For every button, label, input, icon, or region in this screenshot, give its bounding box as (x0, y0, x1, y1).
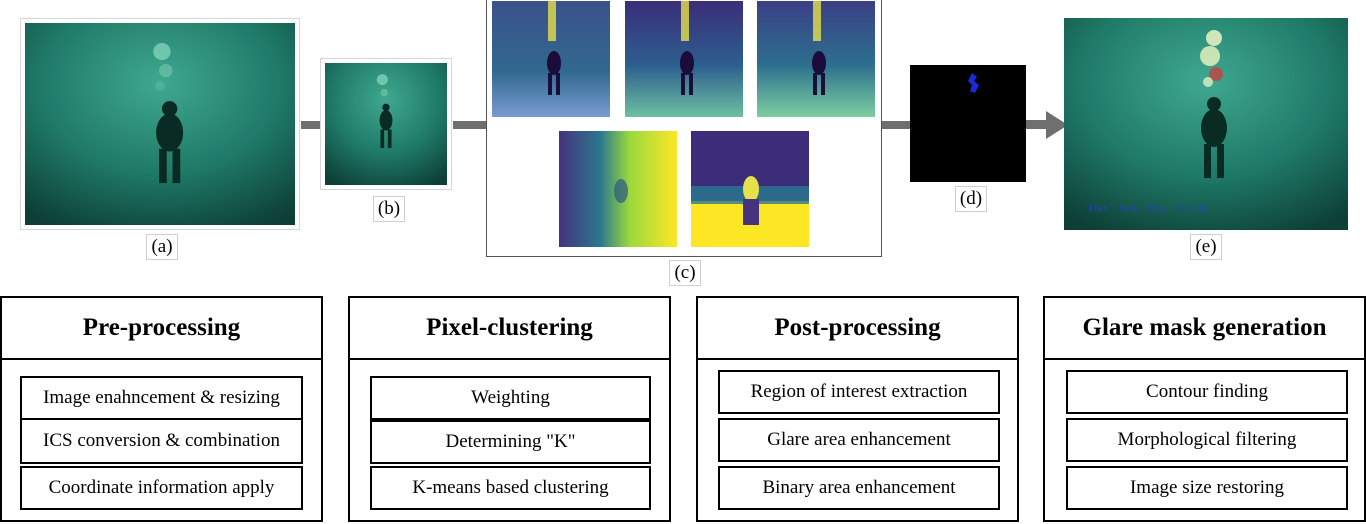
arrow-connector-b-c (453, 121, 486, 129)
step-box: Image enahncement & resizing (20, 376, 303, 420)
result-image-frame: Iter : N/A, Time : 28.29s (1064, 18, 1348, 230)
step-box: Binary area enhancement (718, 466, 1000, 510)
panel-title: Glare mask generation (1045, 298, 1364, 360)
step-box: Glare area enhancement (718, 418, 1000, 462)
caption-d: (d) (955, 186, 987, 212)
result-underwater-image (1064, 18, 1348, 230)
panel-pre-processing: Pre-processing Image enahncement & resiz… (0, 296, 323, 522)
step-box: Weighting (370, 376, 651, 420)
step-box: Contour finding (1066, 370, 1348, 414)
coordinate-channel-image (559, 131, 677, 247)
panel-glare-mask-generation: Glare mask generation Contour finding Mo… (1043, 296, 1366, 522)
step-box: K-means based clustering (370, 466, 651, 510)
arrow-head-icon (1046, 111, 1068, 139)
caption-a: (a) (146, 234, 178, 260)
resized-underwater-image (325, 63, 447, 185)
cluster-result-image (691, 131, 809, 247)
panel-title: Pixel-clustering (350, 298, 669, 360)
step-box: Region of interest extraction (718, 370, 1000, 414)
panel-title: Post-processing (698, 298, 1017, 360)
resized-image-frame (320, 58, 452, 190)
caption-e: (e) (1190, 234, 1222, 260)
original-image-frame (20, 18, 300, 230)
glare-mask-image (910, 65, 1026, 182)
step-box: ICS conversion & combination (20, 418, 303, 464)
channel-image-1 (492, 1, 610, 117)
step-box: Determining "K" (370, 420, 651, 464)
clustering-visualization-panel (486, 0, 882, 257)
channel-image-3 (757, 1, 875, 117)
panel-title: Pre-processing (2, 298, 321, 360)
channel-image-2 (625, 1, 743, 117)
original-underwater-image (25, 23, 295, 225)
step-box: Morphological filtering (1066, 418, 1348, 462)
step-box: Image size restoring (1066, 466, 1348, 510)
mask-blob (968, 73, 979, 93)
result-overlay-text: Iter : N/A, Time : 28.29s (1088, 204, 1209, 213)
panel-post-processing: Post-processing Region of interest extra… (696, 296, 1019, 522)
caption-b: (b) (373, 196, 405, 222)
caption-c: (c) (669, 260, 701, 286)
panel-pixel-clustering: Pixel-clustering Weighting Determining "… (348, 296, 671, 522)
arrow-connector-c-d (882, 121, 910, 129)
arrow-connector-d-e (1026, 120, 1048, 129)
arrow-connector-a-b (301, 121, 321, 129)
step-box: Coordinate information apply (20, 466, 303, 510)
